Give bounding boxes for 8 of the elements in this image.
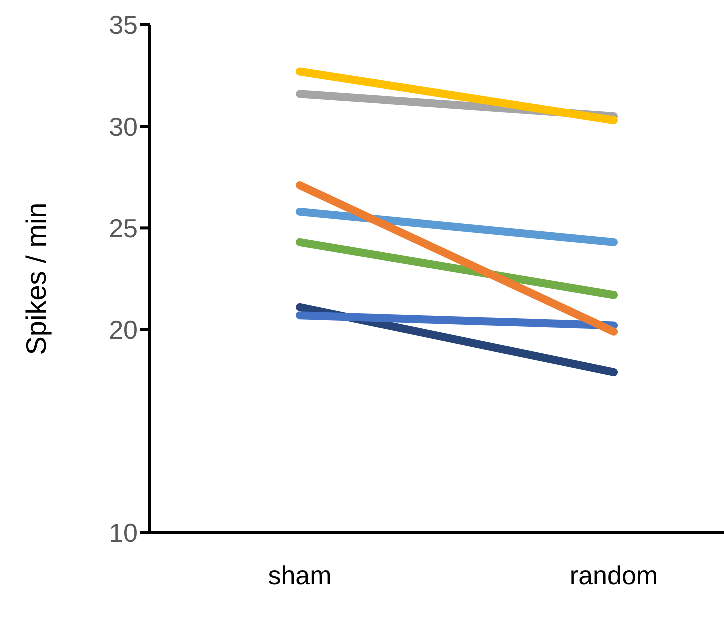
y-tick-label: 30 bbox=[109, 112, 138, 142]
y-tick-label: 20 bbox=[109, 315, 138, 346]
y-axis-title: Spikes / min bbox=[20, 202, 52, 356]
y-tick-label: 25 bbox=[109, 213, 138, 244]
x-tick-label: random bbox=[570, 560, 658, 590]
y-tick-label: 10 bbox=[109, 518, 138, 548]
x-tick-label: sham bbox=[268, 560, 332, 590]
y-tick-label: 35 bbox=[109, 10, 138, 40]
